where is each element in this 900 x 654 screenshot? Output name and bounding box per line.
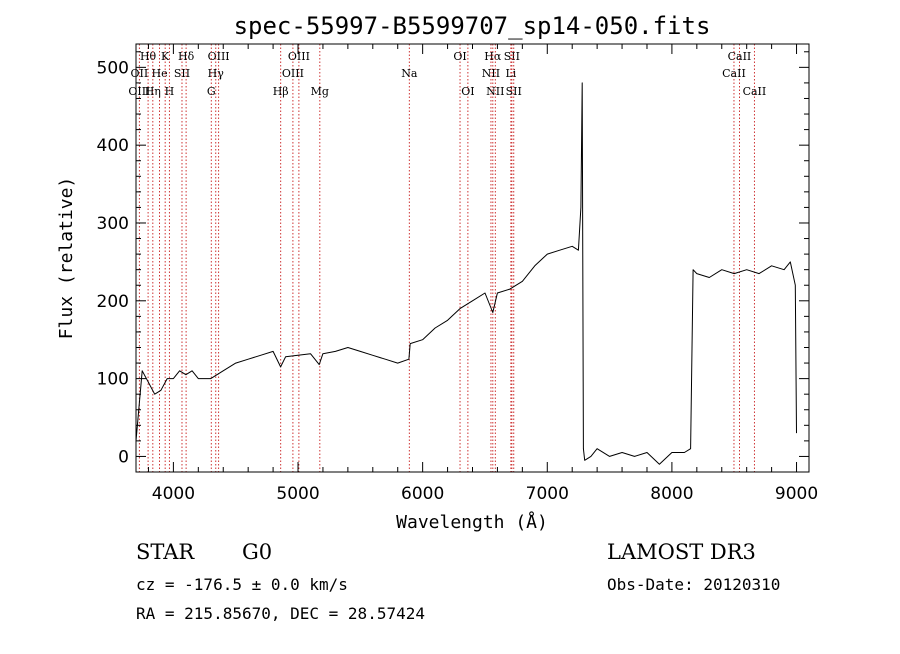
spectral-line-label: Na bbox=[401, 67, 418, 80]
spectral-line-label: OIII bbox=[128, 85, 150, 98]
x-tick-label: 6000 bbox=[401, 484, 444, 504]
spectral-line-label: SII bbox=[506, 85, 522, 98]
spectral-line-label: Hδ bbox=[178, 50, 195, 63]
object-subclass: G0 bbox=[242, 540, 272, 564]
x-tick-label: 8000 bbox=[650, 484, 693, 504]
spectral-line-label: H bbox=[165, 85, 175, 98]
x-tick-label: 4000 bbox=[152, 484, 195, 504]
spectral-line-label: Hθ bbox=[140, 50, 157, 63]
spectral-line-label: G bbox=[207, 85, 216, 98]
spectrum-line bbox=[135, 82, 797, 465]
spectral-line-label: OII bbox=[131, 67, 149, 80]
redshift-velocity: cz = -176.5 ± 0.0 km/s bbox=[136, 575, 348, 594]
y-tick-label: 300 bbox=[97, 214, 129, 234]
x-tick-label: 9000 bbox=[775, 484, 818, 504]
x-tick-label: 5000 bbox=[276, 484, 319, 504]
spectral-line-label: OIII bbox=[282, 67, 304, 80]
spectral-line-label: NII bbox=[486, 85, 504, 98]
spectral-line-label: Li bbox=[505, 67, 516, 80]
x-tick-label: 7000 bbox=[526, 484, 569, 504]
y-tick-label: 500 bbox=[97, 58, 129, 78]
plot-frame bbox=[135, 43, 810, 473]
y-tick-label: 100 bbox=[97, 370, 129, 390]
y-tick-label: 400 bbox=[97, 136, 129, 156]
spectral-line-label: Hα bbox=[484, 50, 502, 63]
spectral-line-label: OI bbox=[461, 85, 474, 98]
axis-ticks: 4000 5000 6000 7000 8000 9000 0 100 200 300 400 500 bbox=[97, 44, 818, 504]
observation-date: Obs-Date: 20120310 bbox=[607, 575, 780, 594]
spectral-line-label: He bbox=[152, 67, 168, 80]
spectral-line-label: Hγ bbox=[208, 67, 225, 80]
spectral-line-label: SII bbox=[174, 67, 190, 80]
spectral-line-label: OIII bbox=[288, 50, 310, 63]
spectral-line-label: CaII bbox=[722, 67, 746, 80]
spectral-line-label: Mg bbox=[311, 85, 329, 98]
spectral-line-label: SII bbox=[504, 50, 520, 63]
spectral-line-label: CaII bbox=[728, 50, 752, 63]
spectral-line-label: OIII bbox=[208, 50, 230, 63]
spectral-line-label: OI bbox=[453, 50, 466, 63]
object-class: STAR bbox=[136, 540, 195, 564]
y-tick-label: 0 bbox=[118, 447, 129, 467]
spectral-line-label: CaII bbox=[743, 85, 767, 98]
survey-name: LAMOST DR3 bbox=[607, 540, 756, 564]
spectral-line-label: K bbox=[161, 50, 170, 63]
spectral-line-label: Hβ bbox=[273, 85, 289, 98]
spectral-line-label: Hη bbox=[145, 85, 161, 98]
y-axis-label: Flux (relative) bbox=[56, 177, 77, 340]
sky-coordinates: RA = 215.85670, DEC = 28.57424 bbox=[136, 604, 425, 623]
series-layer bbox=[135, 82, 797, 465]
x-axis-label: Wavelength (Å) bbox=[396, 511, 548, 533]
y-tick-label: 200 bbox=[97, 292, 129, 312]
spectral-line-label: NII bbox=[482, 67, 500, 80]
chart-title: spec-55997-B5599707_sp14-050.fits bbox=[234, 12, 711, 40]
